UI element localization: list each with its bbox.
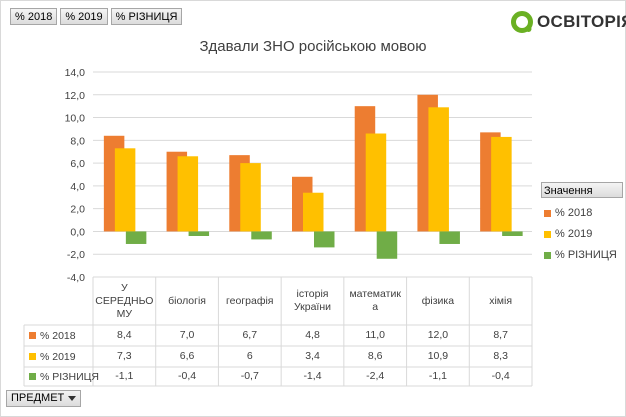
y-tick-label: 4,0 [70, 181, 85, 193]
y-tick-label: 8,0 [70, 135, 85, 147]
y-tick-label: 2,0 [70, 204, 85, 216]
bar-diff [376, 231, 398, 259]
y-tick-label: 6,0 [70, 158, 85, 170]
legend: Значення % 2018 % 2019 % РІЗНИЦЯ [541, 182, 623, 261]
table-cell: -0,4 [491, 370, 510, 382]
legend-label-2019: % 2019 [555, 228, 593, 240]
table-cell: -2,4 [366, 370, 385, 382]
legend-swatch-2018 [544, 209, 551, 217]
table-cell: 6,6 [179, 350, 195, 362]
bar-diff [188, 231, 210, 236]
table-cell: -1,4 [303, 370, 322, 382]
logo-ring-icon [511, 11, 533, 33]
subject-field-button[interactable]: ПРЕДМЕТ [6, 390, 82, 407]
bar-diff [314, 231, 335, 248]
category-label: географія [226, 294, 274, 307]
table-cell: 11,0 [365, 329, 386, 341]
table-cell: 8,4 [117, 329, 132, 341]
bar-2019 [365, 133, 387, 232]
bar-diff [251, 231, 272, 240]
table-row-header: % РІЗНИЦЯ [29, 367, 99, 386]
legend-item-diff: % РІЗНИЦЯ [541, 249, 623, 261]
table-cell: 8,6 [367, 350, 383, 362]
table-cell: 8,7 [493, 329, 508, 341]
legend-swatch-2019 [544, 230, 551, 238]
bar-diff [125, 231, 147, 244]
table-cell: 6 [246, 350, 253, 362]
table-row-label: % 2018 [40, 329, 76, 342]
table-cell: 6,7 [242, 329, 258, 341]
bar-2019 [303, 192, 324, 232]
legend-label-diff: % РІЗНИЦЯ [555, 249, 617, 261]
category-label: біологія [168, 294, 206, 307]
category-label: фізика [421, 294, 455, 307]
table-row-swatch [29, 373, 36, 380]
table-cell: 7,0 [179, 329, 195, 341]
y-tick-label: 10,0 [65, 113, 86, 125]
bar-2019 [177, 156, 199, 232]
table-cell: 12,0 [427, 329, 449, 341]
table-cell: -1,1 [115, 370, 134, 382]
table-row-swatch [29, 332, 36, 339]
field-button-diff[interactable]: % РІЗНИЦЯ [110, 8, 183, 25]
table-cell: 8,3 [493, 350, 508, 362]
category-label: математик а [349, 288, 401, 313]
legend-item-2019: % 2019 [541, 228, 623, 240]
table-row-label: % РІЗНИЦЯ [40, 370, 99, 383]
legend-title-button[interactable]: Значення [541, 182, 623, 198]
subject-field-label: ПРЕДМЕТ [11, 392, 65, 404]
legend-label-2018: % 2018 [555, 207, 593, 219]
y-tick-label: 14,0 [65, 67, 86, 79]
bar-2019 [428, 107, 449, 232]
y-tick-label: 12,0 [65, 90, 86, 102]
bar-2019 [491, 136, 512, 232]
field-button-2019[interactable]: % 2019 [60, 8, 108, 25]
table-row-header: % 2019 [29, 346, 76, 367]
field-button-2018[interactable]: % 2018 [10, 8, 58, 25]
category-label: У СЕРЕДНЬО МУ [95, 281, 154, 320]
table-cell: 10,9 [427, 350, 449, 362]
table-cell: 7,3 [117, 350, 132, 362]
bar-2019 [114, 148, 136, 232]
bar-2019 [240, 163, 261, 232]
table-row-label: % 2019 [40, 350, 76, 363]
table-cell: 3,4 [305, 350, 320, 362]
category-label: хімія [489, 294, 513, 307]
chart-title: Здавали ЗНО російською мовою [199, 38, 427, 55]
y-tick-label: 0,0 [70, 226, 85, 238]
legend-swatch-diff [544, 251, 551, 259]
table-row-header: % 2018 [29, 325, 76, 346]
table-row-swatch [29, 353, 36, 360]
y-tick-label: -4,0 [67, 272, 85, 284]
y-tick-label: -2,0 [67, 249, 85, 261]
table-cell: 4,8 [305, 329, 320, 341]
bar-diff [439, 231, 460, 244]
bar-diff [502, 231, 523, 236]
legend-item-2018: % 2018 [541, 207, 623, 219]
value-field-buttons: % 2018 % 2019 % РІЗНИЦЯ [10, 8, 183, 25]
table-cell: -1,1 [428, 370, 447, 382]
table-cell: -0,7 [240, 370, 259, 382]
osvitoria-logo: ОСВІТОРІЯ [510, 10, 626, 34]
logo-text: ОСВІТОРІЯ [537, 12, 626, 31]
dropdown-arrow-icon [68, 396, 77, 401]
category-label: історія України [293, 288, 332, 313]
table-cell: -0,4 [178, 370, 197, 382]
